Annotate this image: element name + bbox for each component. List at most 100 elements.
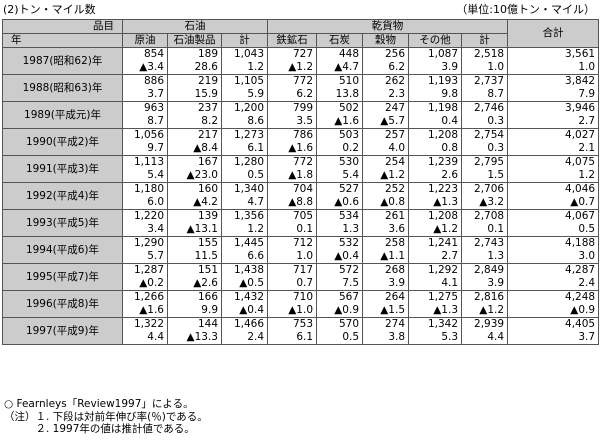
value-cell: 151 ▲2.6 bbox=[167, 263, 222, 291]
value-cell: 4,188 3.0 bbox=[507, 236, 600, 264]
growth-rate: ▲0.4 bbox=[239, 304, 265, 316]
value: 1,438 bbox=[233, 264, 265, 277]
growth-rate: ▲5.7 bbox=[380, 115, 406, 127]
growth-rate: ▲1.3 bbox=[433, 304, 459, 316]
growth-rate: 8.7 bbox=[487, 88, 505, 100]
table-row: 1992(平成4)年 1,180 6.0 160 ▲4.2 1,340 4.7 704 ▲8.8… bbox=[2, 182, 600, 210]
growth-rate: 9.7 bbox=[147, 142, 164, 154]
value: 2,746 bbox=[474, 102, 505, 115]
value: 4,287 bbox=[565, 264, 596, 277]
value: 2,939 bbox=[474, 318, 505, 331]
value: 4,067 bbox=[565, 210, 596, 223]
value-cell: 1,280 0.5 bbox=[220, 155, 269, 183]
header-line: (2)トン・マイル数 （単位:10億トン・マイル） bbox=[3, 1, 597, 17]
value-cell: 527 ▲0.6 bbox=[316, 182, 364, 210]
value: 854 bbox=[143, 48, 164, 61]
growth-rate: 2.1 bbox=[578, 142, 596, 154]
growth-rate: 4.4 bbox=[147, 331, 164, 343]
value-cell: 4,075 1.2 bbox=[507, 155, 600, 183]
value: 534 bbox=[338, 210, 360, 223]
value: 166 bbox=[197, 291, 218, 304]
value: 4,248 bbox=[565, 291, 596, 304]
value: 1,290 bbox=[133, 237, 164, 250]
table-title: (2)トン・マイル数 bbox=[3, 3, 96, 16]
growth-rate: 0.3 bbox=[487, 115, 505, 127]
table-row: 1993(平成5)年 1,220 3.4 139 ▲13.1 1,356 1.2 705 0.1… bbox=[2, 209, 600, 237]
growth-rate: 1.0 bbox=[487, 61, 505, 73]
growth-rate: 6.2 bbox=[296, 88, 314, 100]
growth-rate: 6.1 bbox=[296, 331, 314, 343]
value: 4,027 bbox=[565, 129, 596, 142]
value: 772 bbox=[292, 156, 314, 169]
value: 1,273 bbox=[233, 129, 265, 142]
growth-rate: ▲1.6 bbox=[139, 304, 164, 316]
value-cell: 257 4.0 bbox=[362, 128, 410, 156]
year-cell: 1987(昭和62)年 bbox=[2, 47, 123, 75]
value-cell: 1,275 ▲1.3 bbox=[408, 290, 463, 318]
year-cell: 1994(平成6)年 bbox=[2, 236, 123, 264]
value: 237 bbox=[197, 102, 218, 115]
growth-rate: ▲1.1 bbox=[380, 250, 406, 262]
value-cell: 2,518 1.0 bbox=[461, 47, 509, 75]
value: 2,706 bbox=[474, 183, 505, 196]
value-cell: 2,795 1.5 bbox=[461, 155, 509, 183]
growth-rate: 0.1 bbox=[296, 223, 314, 235]
growth-rate: 3.4 bbox=[147, 223, 164, 235]
value: 502 bbox=[338, 102, 360, 115]
value: 1,113 bbox=[133, 156, 164, 169]
growth-rate: 6.0 bbox=[147, 196, 164, 208]
growth-rate: 0.5 bbox=[247, 169, 265, 181]
value: 262 bbox=[384, 75, 406, 88]
growth-rate: ▲0.5 bbox=[239, 277, 265, 289]
value: 2,708 bbox=[474, 210, 505, 223]
growth-rate: 8.6 bbox=[247, 115, 265, 127]
growth-rate: 3.7 bbox=[578, 331, 596, 343]
value-cell: 237 8.2 bbox=[167, 101, 222, 129]
value-cell: 274 3.8 bbox=[362, 317, 410, 345]
value: 1,432 bbox=[233, 291, 265, 304]
growth-rate: ▲4.2 bbox=[193, 196, 218, 208]
value: 254 bbox=[384, 156, 406, 169]
unit-label: （単位:10億トン・マイル） bbox=[456, 3, 595, 16]
growth-rate: 8.2 bbox=[201, 115, 218, 127]
growth-rate: 6.6 bbox=[247, 250, 265, 262]
value-cell: 1,043 1.2 bbox=[220, 47, 269, 75]
value-cell: 786 ▲1.6 bbox=[267, 128, 318, 156]
growth-rate: ▲0.2 bbox=[139, 277, 164, 289]
growth-rate: 3.7 bbox=[147, 88, 164, 100]
value-cell: 217 ▲8.4 bbox=[167, 128, 222, 156]
growth-rate: ▲0.9 bbox=[570, 304, 596, 316]
value-cell: 256 6.2 bbox=[362, 47, 410, 75]
growth-rate: 13.8 bbox=[335, 88, 360, 100]
growth-rate: 1.5 bbox=[487, 169, 505, 181]
value: 160 bbox=[197, 183, 218, 196]
year-cell: 1996(平成8)年 bbox=[2, 290, 123, 318]
value-cell: 3,946 2.7 bbox=[507, 101, 600, 129]
growth-rate: 4.1 bbox=[441, 277, 459, 289]
header-year-label: 年 bbox=[2, 33, 123, 48]
value: 2,743 bbox=[474, 237, 505, 250]
note-1: （注）１. 下段は対前年伸び率(％)である。 bbox=[4, 410, 208, 423]
value-cell: 705 0.1 bbox=[267, 209, 318, 237]
header-grain: 穀物 bbox=[362, 33, 410, 48]
value-cell: 710 ▲1.0 bbox=[267, 290, 318, 318]
growth-rate: 0.7 bbox=[296, 277, 314, 289]
value-cell: 258 ▲1.1 bbox=[362, 236, 410, 264]
value-cell: 4,046 ▲0.7 bbox=[507, 182, 600, 210]
growth-rate: 0.3 bbox=[487, 142, 505, 154]
value: 151 bbox=[197, 264, 218, 277]
value: 3,946 bbox=[565, 102, 596, 115]
value-cell: 268 3.9 bbox=[362, 263, 410, 291]
value: 2,849 bbox=[474, 264, 505, 277]
growth-rate: 3.9 bbox=[388, 277, 406, 289]
growth-rate: ▲0.7 bbox=[570, 196, 596, 208]
value-cell: 2,708 0.1 bbox=[461, 209, 509, 237]
table-row: 1997(平成9)年 1,322 4.4 144 ▲13.3 1,466 2.4 753 6.1… bbox=[2, 317, 600, 345]
value-cell: 886 3.7 bbox=[122, 74, 168, 102]
ton-mile-table: 品目 石油 乾貨物 合計 年 原油 石油製品 計 鉄鉱石 石炭 穀物 その他 計… bbox=[2, 19, 600, 345]
value: 1,043 bbox=[233, 48, 265, 61]
growth-rate: ▲0.8 bbox=[380, 196, 406, 208]
value-cell: 1,292 4.1 bbox=[408, 263, 463, 291]
value-cell: 219 15.9 bbox=[167, 74, 222, 102]
value: 1,220 bbox=[133, 210, 164, 223]
